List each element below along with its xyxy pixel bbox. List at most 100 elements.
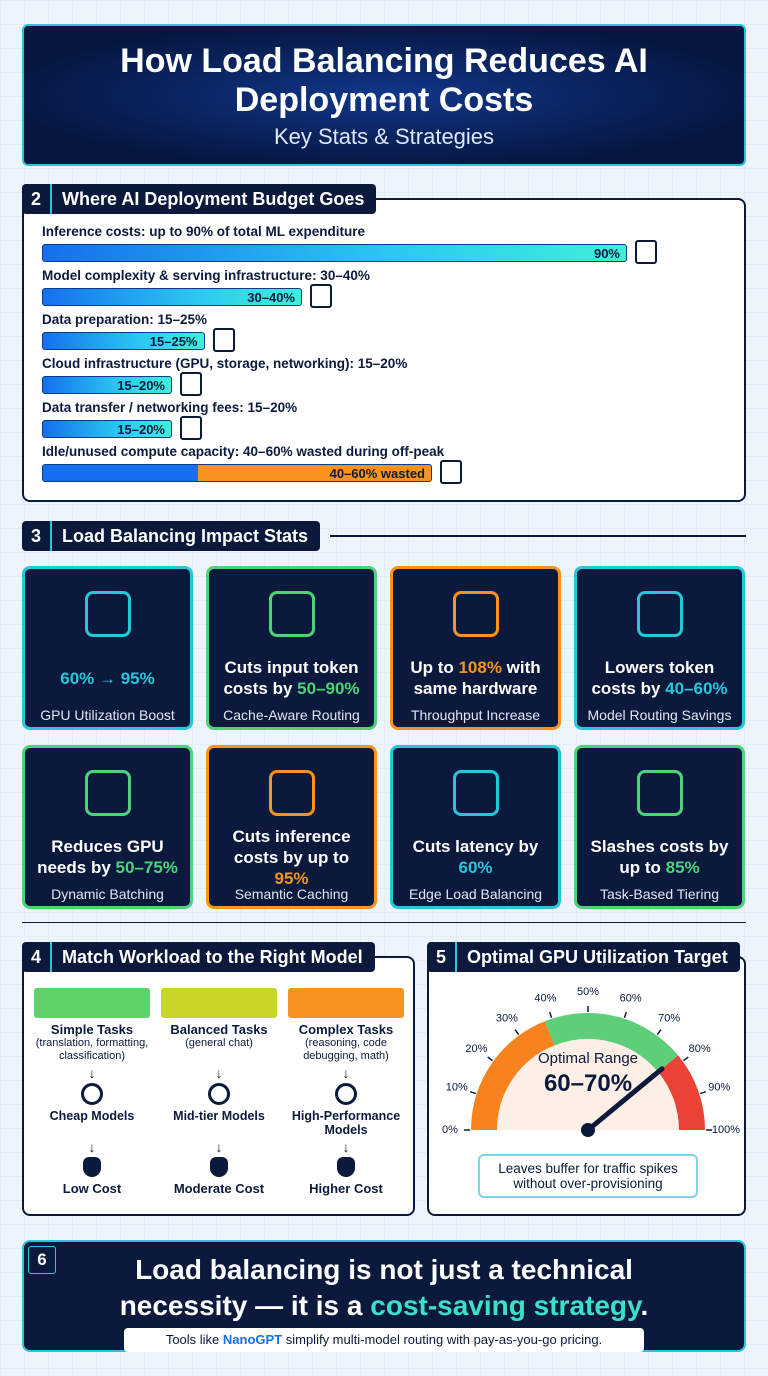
gauge-note: Leaves buffer for traffic spikes without…	[478, 1154, 698, 1198]
highlight: cost-saving strategy	[370, 1290, 641, 1321]
bar: 90%	[42, 244, 627, 262]
headline-text: Lowers token costs by 40–60%	[583, 657, 736, 699]
workload-column: Simple Tasks (translation, formatting, cl…	[32, 988, 152, 1196]
text: Load balancing is not just a technical n…	[119, 1254, 633, 1321]
gauge-tick-label: 60%	[620, 993, 642, 1005]
stat-card: Lowers token costs by 40–60% Model Routin…	[574, 566, 745, 730]
cost-icon	[210, 1157, 228, 1177]
section-number: 4	[22, 942, 52, 972]
gauge-tick	[469, 1090, 477, 1095]
gauge-tick-label: 80%	[689, 1043, 711, 1055]
bar-value-label: 15–20%	[117, 377, 165, 393]
gauge-needle	[585, 1066, 665, 1133]
task-detail: (general chat)	[185, 1037, 253, 1049]
text: Reduces GPU needs by	[37, 837, 164, 877]
bar-icon	[310, 284, 332, 308]
task-name: Simple Tasks	[50, 1022, 134, 1037]
cost-name: Moderate Cost	[173, 1181, 265, 1196]
stat-card: Reduces GPU needs by 50–75% Dynamic Batch…	[22, 745, 193, 909]
bar-label: Data transfer / networking fees: 15–20%	[42, 400, 298, 415]
card-caption: Throughput Increase	[410, 707, 541, 723]
range-value: 60–70%	[544, 1070, 632, 1097]
gauge-tick-label: 30%	[496, 1012, 518, 1024]
stat-card: Slashes costs by up to 85% Task-Based Tie…	[574, 745, 745, 909]
bar-label: Inference costs: up to 90% of total ML e…	[42, 224, 366, 239]
header: How Load Balancing Reduces AI Deployment…	[22, 24, 746, 166]
gauge-tick-label: 40%	[534, 993, 556, 1005]
card-caption: Edge Load Balancing	[408, 886, 543, 902]
bar: 30–40%	[42, 288, 302, 306]
cost-icon	[83, 1157, 101, 1177]
gauge-tick-label: 20%	[465, 1043, 487, 1055]
model-icon	[81, 1083, 103, 1105]
model-name: Mid-tier Models	[173, 1109, 265, 1123]
stat-card: Up to 108% with same hardware Throughput …	[390, 566, 561, 730]
arrow: ↓	[88, 1065, 96, 1081]
bar-icon	[635, 240, 657, 264]
card-icon	[268, 770, 315, 816]
gauge-tick-label: 0%	[442, 1124, 458, 1136]
conclusion-note: Tools like NanoGPT simplify multi-model …	[124, 1328, 644, 1352]
headline-text: Slashes costs by up to 85%	[583, 836, 736, 878]
bar-value-label: 15–20%	[117, 421, 165, 437]
card-headline: Cuts input token costs by 50–90%	[209, 655, 374, 701]
task-name: Complex Tasks	[298, 1022, 394, 1037]
highlight: NanoGPT	[222, 1332, 283, 1347]
card-headline: Slashes costs by up to 85%	[577, 834, 742, 880]
text: Cuts input token costs by	[223, 658, 359, 698]
card-headline: Cuts latency by 60%	[393, 834, 558, 880]
stat-card: 60% → 95% GPU Utilization Boost	[22, 566, 193, 730]
text: Cuts inference costs by up to	[232, 826, 351, 867]
card-icon	[636, 591, 683, 637]
bar-label: Cloud infrastructure (GPU, storage, netw…	[42, 356, 408, 371]
text: Tools like	[165, 1332, 223, 1347]
bar-value-label: 15–25%	[149, 333, 198, 349]
highlight: 108%	[458, 658, 502, 677]
card-caption: Dynamic Batching	[51, 886, 164, 902]
divider	[22, 922, 746, 923]
card-headline: Lowers token costs by 40–60%	[577, 655, 742, 701]
card-headline: 60% → 95%	[54, 655, 161, 701]
section-number: 5	[427, 942, 457, 972]
section-tab: 2 Where AI Deployment Budget Goes	[22, 184, 377, 214]
gauge-tick	[623, 1011, 628, 1019]
section-heading: Optimal GPU Utilization Target	[467, 946, 728, 967]
gauge-tick-label: 70%	[658, 1012, 680, 1024]
card-icon	[268, 591, 315, 637]
section-tab: 3 Load Balancing Impact Stats	[22, 521, 321, 551]
gauge-zone	[471, 1021, 555, 1131]
bar-icon	[180, 416, 202, 440]
text: Cuts latency by	[412, 837, 539, 856]
bar-value-label: 40–60% wasted	[329, 465, 425, 481]
bar-label: Data preparation: 15–25%	[42, 312, 208, 327]
cost-icon	[337, 1157, 355, 1177]
highlight: 40–60%	[665, 679, 728, 698]
text: Up to	[410, 658, 459, 677]
gauge: 0% 10% 20% 30% 40% 50% 60% 70% 80% 90% 100% Optimal…	[442, 986, 740, 1137]
headline-text: Up to 108% with same hardware	[399, 657, 552, 699]
card-caption: Model Routing Savings	[587, 707, 732, 723]
highlight: 50–90%	[297, 679, 360, 698]
gauge-tick	[487, 1056, 493, 1062]
bar: 15–25%	[42, 332, 205, 350]
gauge-tick	[548, 1011, 553, 1019]
model-icon	[208, 1083, 230, 1105]
model-name: High-Performance Models	[291, 1109, 401, 1137]
text: simplify multi-model routing with pay-as…	[282, 1332, 603, 1347]
bar-value-label: 30–40%	[247, 289, 295, 305]
card-icon	[636, 770, 683, 816]
stat-card: Cuts inference costs by up to 95% Semanti…	[206, 745, 377, 909]
headline-text: 60% → 95%	[60, 668, 155, 689]
headline-text: Cuts input token costs by 50–90%	[215, 657, 368, 699]
section-number: 6	[28, 1246, 56, 1274]
bar-value-label: 90%	[593, 245, 620, 261]
needle-hub	[581, 1123, 595, 1137]
card-headline: Up to 108% with same hardware	[393, 655, 558, 701]
model-icon	[335, 1083, 357, 1105]
headline-text: Cuts inference costs by up to 95%	[215, 826, 368, 889]
arrow: ↓	[342, 1139, 350, 1155]
card-caption: Task-Based Tiering	[599, 886, 720, 902]
card-caption: Semantic Caching	[234, 886, 349, 902]
highlight: 60%	[458, 858, 493, 877]
card-icon	[84, 591, 131, 637]
